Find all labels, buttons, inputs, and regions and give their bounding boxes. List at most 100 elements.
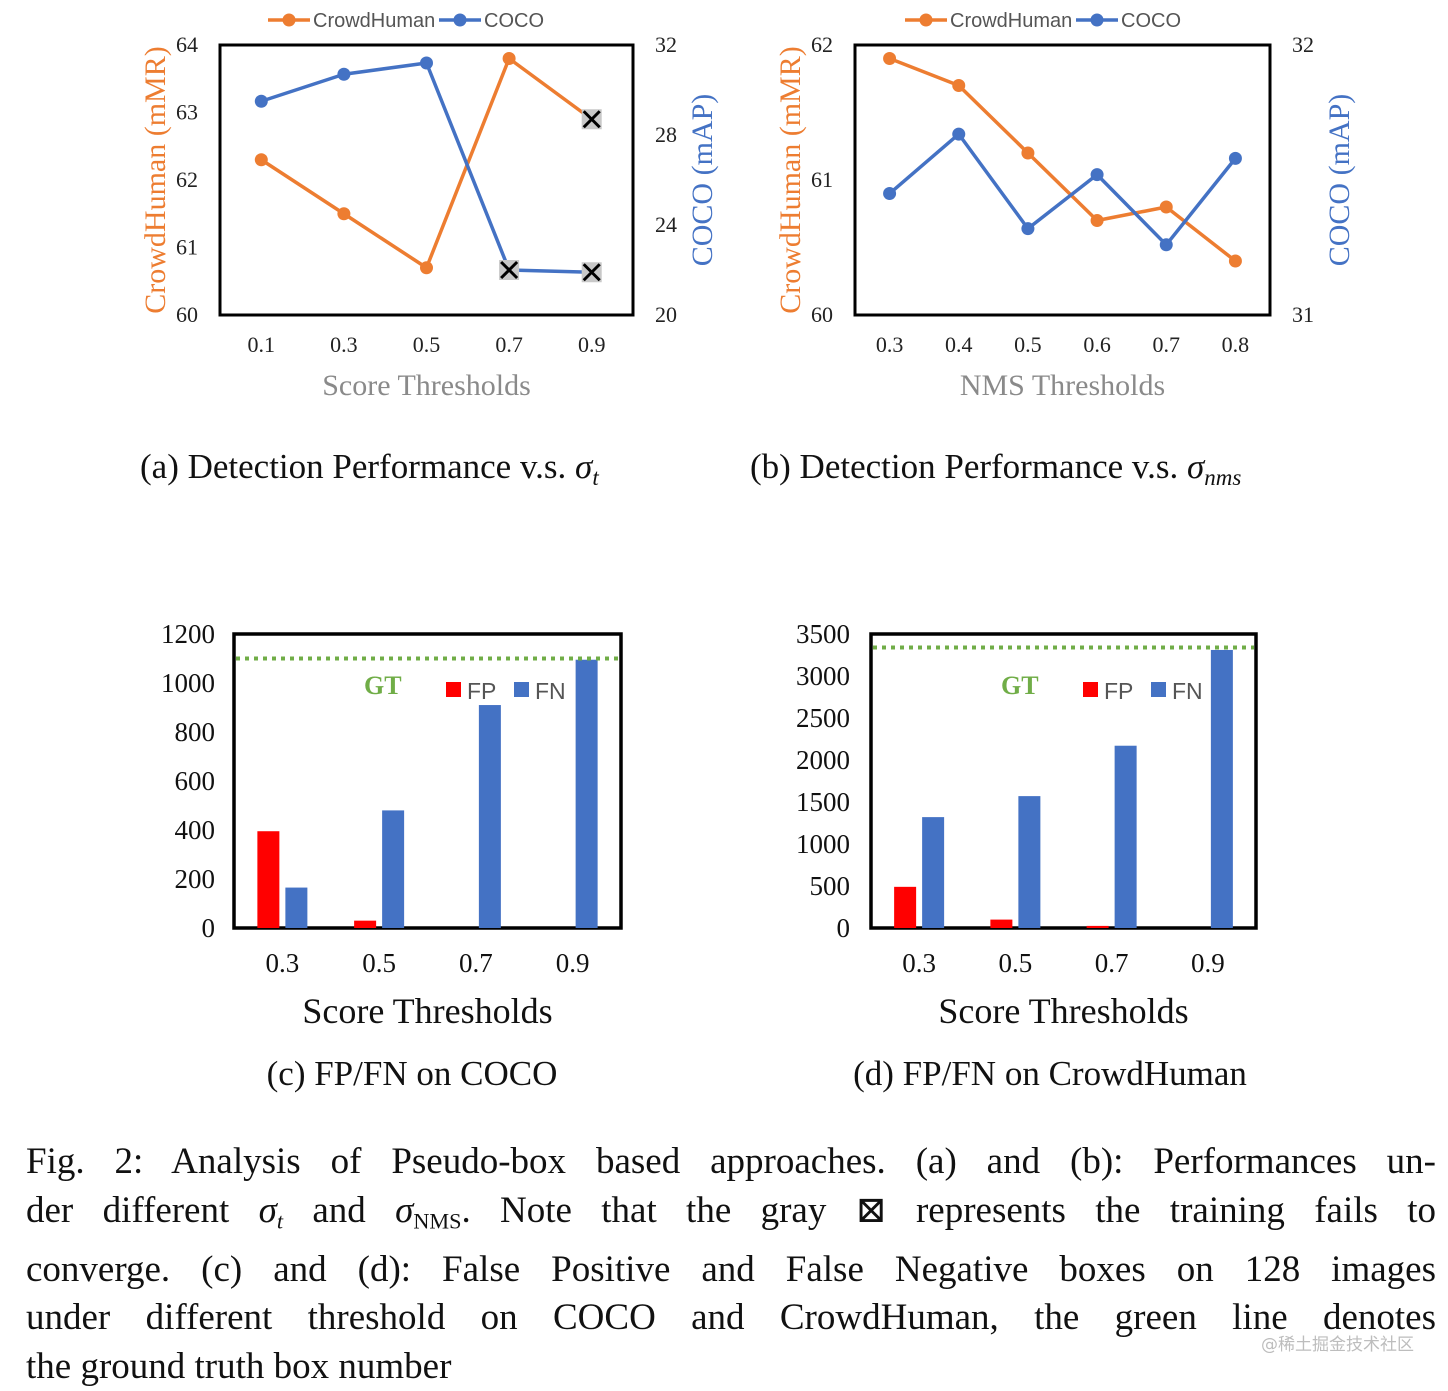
data-point: [420, 56, 433, 70]
y-tick-label: 1500: [796, 787, 850, 817]
y-tick-label: 500: [810, 871, 851, 901]
x-axis-label: Score Thresholds: [302, 991, 552, 1031]
y-tick-label: 1000: [161, 668, 215, 698]
caption-line: under different threshold on COCO and Cr…: [26, 1297, 1436, 1339]
y-tick-label: 3000: [796, 661, 850, 691]
x-tick-label: 0.9: [1191, 948, 1225, 978]
right-tick-label: 24: [655, 212, 677, 237]
caption-line: der different σt and σNMS. Note that the…: [26, 1189, 1436, 1234]
left-tick-label: 62: [176, 167, 198, 192]
legend-label: CrowdHuman: [313, 10, 435, 32]
x-tick-label: 0.5: [1014, 332, 1042, 357]
legend-label: COCO: [1121, 10, 1181, 32]
bar-fn: [285, 887, 308, 928]
bar-fn: [1210, 649, 1233, 928]
right-tick-label: 20: [655, 302, 677, 327]
bar-fn: [478, 705, 501, 928]
y-tick-label: 200: [175, 864, 216, 894]
data-point: [420, 261, 433, 275]
series-line-coco: [260, 61, 592, 274]
data-point: [952, 127, 966, 141]
right-axis-label: COCO (mAP): [1323, 94, 1356, 267]
y-tick-label: 400: [175, 815, 216, 845]
legend-swatch: [1151, 682, 1166, 697]
x-tick-label: 0.3: [266, 948, 300, 978]
bar-fp: [990, 919, 1013, 928]
data-point: [1159, 200, 1173, 214]
bar-fn: [1018, 796, 1041, 928]
data-point: [1021, 146, 1035, 160]
failed-cross: [582, 263, 601, 282]
failed-cross: [582, 110, 601, 129]
left-tick-label: 61: [811, 167, 833, 192]
x-tick-label: 0.5: [362, 948, 396, 978]
data-point: [337, 207, 351, 221]
bar-fp: [257, 831, 280, 928]
x-tick-label: 0.7: [459, 948, 493, 978]
right-tick-label: 32: [1292, 32, 1314, 57]
x-tick-label: 0.5: [413, 332, 441, 357]
data-point: [1090, 168, 1104, 182]
subfigure-caption: (c) FP/FN on COCO: [267, 1054, 558, 1093]
bar-fp: [354, 920, 377, 928]
caption-line: the ground truth box number: [26, 1345, 452, 1387]
data-point: [1228, 151, 1242, 165]
y-tick-label: 1000: [796, 829, 850, 859]
figure-caption: Fig. 2: Analysis of Pseudo-box based app…: [26, 1138, 1436, 1391]
y-tick-label: 2500: [796, 703, 850, 733]
x-axis-label: NMS Thresholds: [960, 369, 1165, 402]
x-axis-label: Score Thresholds: [322, 369, 531, 402]
legend-marker: [282, 13, 296, 27]
x-tick-label: 0.6: [1083, 332, 1111, 357]
legend-swatch: [446, 682, 461, 697]
plot-frame: [232, 632, 623, 930]
left-tick-label: 60: [176, 302, 198, 327]
legend-swatch: [514, 682, 529, 697]
series-line-crowdhuman: [888, 56, 1237, 263]
plot-frame: [218, 43, 635, 317]
x-tick-label: 0.4: [945, 332, 973, 357]
legend-label: FN: [535, 678, 566, 704]
bar-fn: [382, 810, 405, 928]
right-tick-label: 31: [1292, 302, 1314, 327]
plot-frame: [853, 43, 1272, 317]
right-tick-label: 28: [655, 122, 677, 147]
y-tick-label: 2000: [796, 745, 850, 775]
y-tick-label: 800: [175, 717, 216, 747]
x-tick-label: 0.3: [876, 332, 904, 357]
left-axis-label: CrowdHuman (mMR): [774, 46, 807, 313]
gt-label: GT: [1001, 671, 1039, 700]
data-point: [1090, 214, 1104, 227]
data-point: [254, 153, 268, 167]
right-tick-label: 32: [655, 32, 677, 57]
legend-label: FP: [467, 678, 496, 704]
left-tick-label: 64: [176, 32, 198, 57]
data-point: [952, 79, 966, 92]
subfigure-caption: (a) Detection Performance v.s. σt: [140, 447, 599, 490]
data-point: [1159, 238, 1173, 252]
left-tick-label: 60: [811, 302, 833, 327]
bar-fn: [1114, 745, 1137, 928]
data-point: [254, 94, 268, 108]
legend-marker: [1090, 13, 1104, 27]
data-point: [1228, 254, 1242, 268]
legend-swatch: [1083, 682, 1098, 697]
plot-frame: [869, 632, 1258, 930]
legend-label: FP: [1104, 678, 1133, 704]
watermark: @稀土掘金技术社区: [1261, 1335, 1414, 1355]
failed-cross: [500, 260, 519, 280]
bar-fn: [922, 817, 945, 928]
legend-label: FN: [1172, 678, 1203, 704]
left-tick-label: 61: [176, 235, 198, 260]
data-point: [883, 187, 897, 200]
caption-line: Fig. 2: Analysis of Pseudo-box based app…: [26, 1141, 1436, 1182]
y-tick-label: 1200: [161, 619, 215, 649]
legend-marker: [453, 13, 467, 27]
x-tick-label: 0.7: [1095, 948, 1129, 978]
left-tick-label: 63: [176, 100, 198, 125]
bar-fp: [1086, 925, 1109, 928]
y-tick-label: 600: [175, 766, 216, 796]
left-axis-label: CrowdHuman (mMR): [139, 46, 172, 313]
chart-c: 0 200 400 600 800 1000 1200 0.3 0.5 0.7 0.9 GT FP FN S…: [161, 619, 623, 1093]
